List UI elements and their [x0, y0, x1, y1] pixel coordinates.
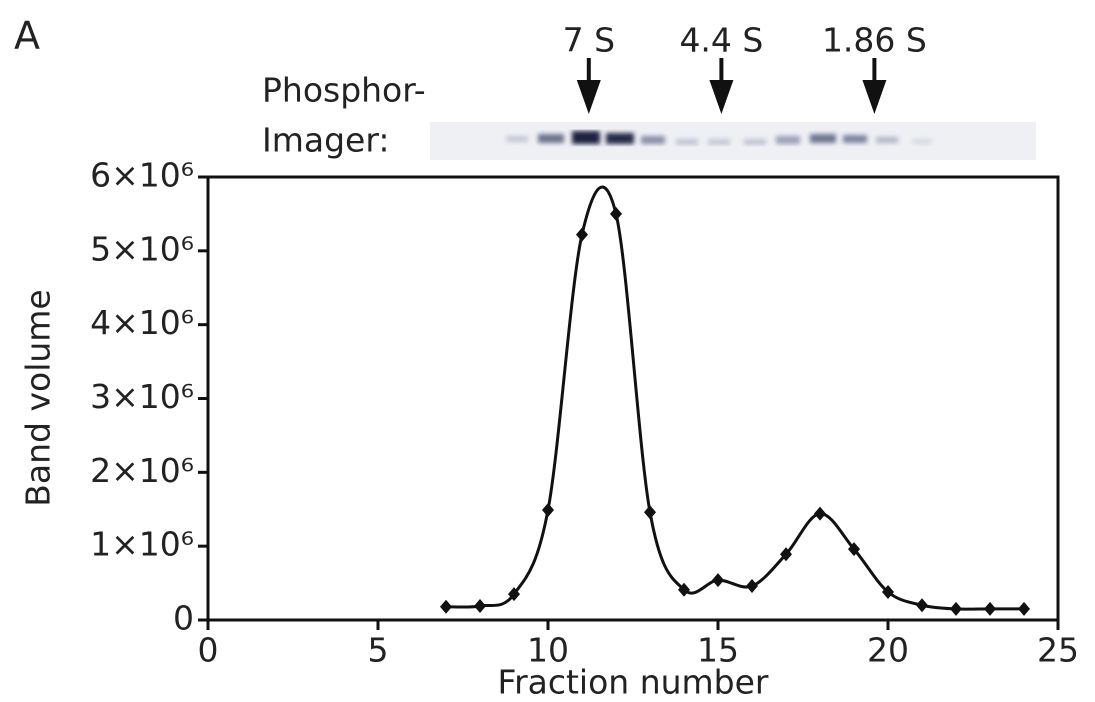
gel-label: Imager: — [262, 121, 389, 160]
x-axis-title: Fraction number — [497, 663, 768, 702]
marker-label: 4.4 S — [679, 21, 763, 60]
y-tick-label: 0 — [173, 599, 194, 638]
data-point — [576, 227, 588, 242]
data-point — [542, 502, 554, 517]
y-axis-title: Band volume — [19, 289, 58, 506]
plot-frame — [206, 175, 1060, 622]
series-line — [445, 185, 1024, 611]
data-point — [814, 506, 826, 521]
data-point — [440, 599, 452, 614]
data-point — [644, 505, 656, 520]
x-tick-label: 0 — [198, 631, 219, 670]
marker-label: 7 S — [563, 21, 615, 60]
data-point — [984, 601, 996, 616]
data-point — [950, 601, 962, 616]
y-tick-label: 5×10⁶ — [90, 229, 194, 268]
marker-label: 1.86 S — [822, 21, 927, 60]
y-tick-label: 4×10⁶ — [90, 303, 194, 342]
data-point — [916, 598, 928, 613]
x-tick-label: 25 — [1037, 631, 1079, 670]
y-tick-label: 1×10⁶ — [90, 525, 194, 564]
gel-label: Phosphor- — [262, 71, 426, 110]
data-point — [508, 587, 520, 602]
x-tick-label: 15 — [697, 631, 739, 670]
y-tick-label: 6×10⁶ — [90, 156, 194, 195]
data-point — [848, 542, 860, 557]
x-tick-label: 20 — [867, 631, 909, 670]
y-tick-label: 3×10⁶ — [90, 377, 194, 416]
marker-arrow — [709, 58, 734, 114]
panel-label: A — [14, 14, 40, 58]
x-tick-label: 10 — [527, 631, 569, 670]
data-point — [712, 573, 724, 588]
data-point — [882, 584, 894, 599]
gel-image — [430, 122, 1036, 160]
y-tick-label: 2×10⁶ — [90, 451, 194, 490]
marker-arrow — [862, 58, 887, 114]
data-point — [610, 206, 622, 221]
data-point — [678, 582, 690, 597]
data-point — [474, 598, 486, 613]
marker-arrow — [576, 58, 601, 114]
data-point — [746, 579, 758, 594]
x-tick-label: 5 — [368, 631, 389, 670]
data-point — [1018, 601, 1030, 616]
data-point — [780, 547, 792, 562]
